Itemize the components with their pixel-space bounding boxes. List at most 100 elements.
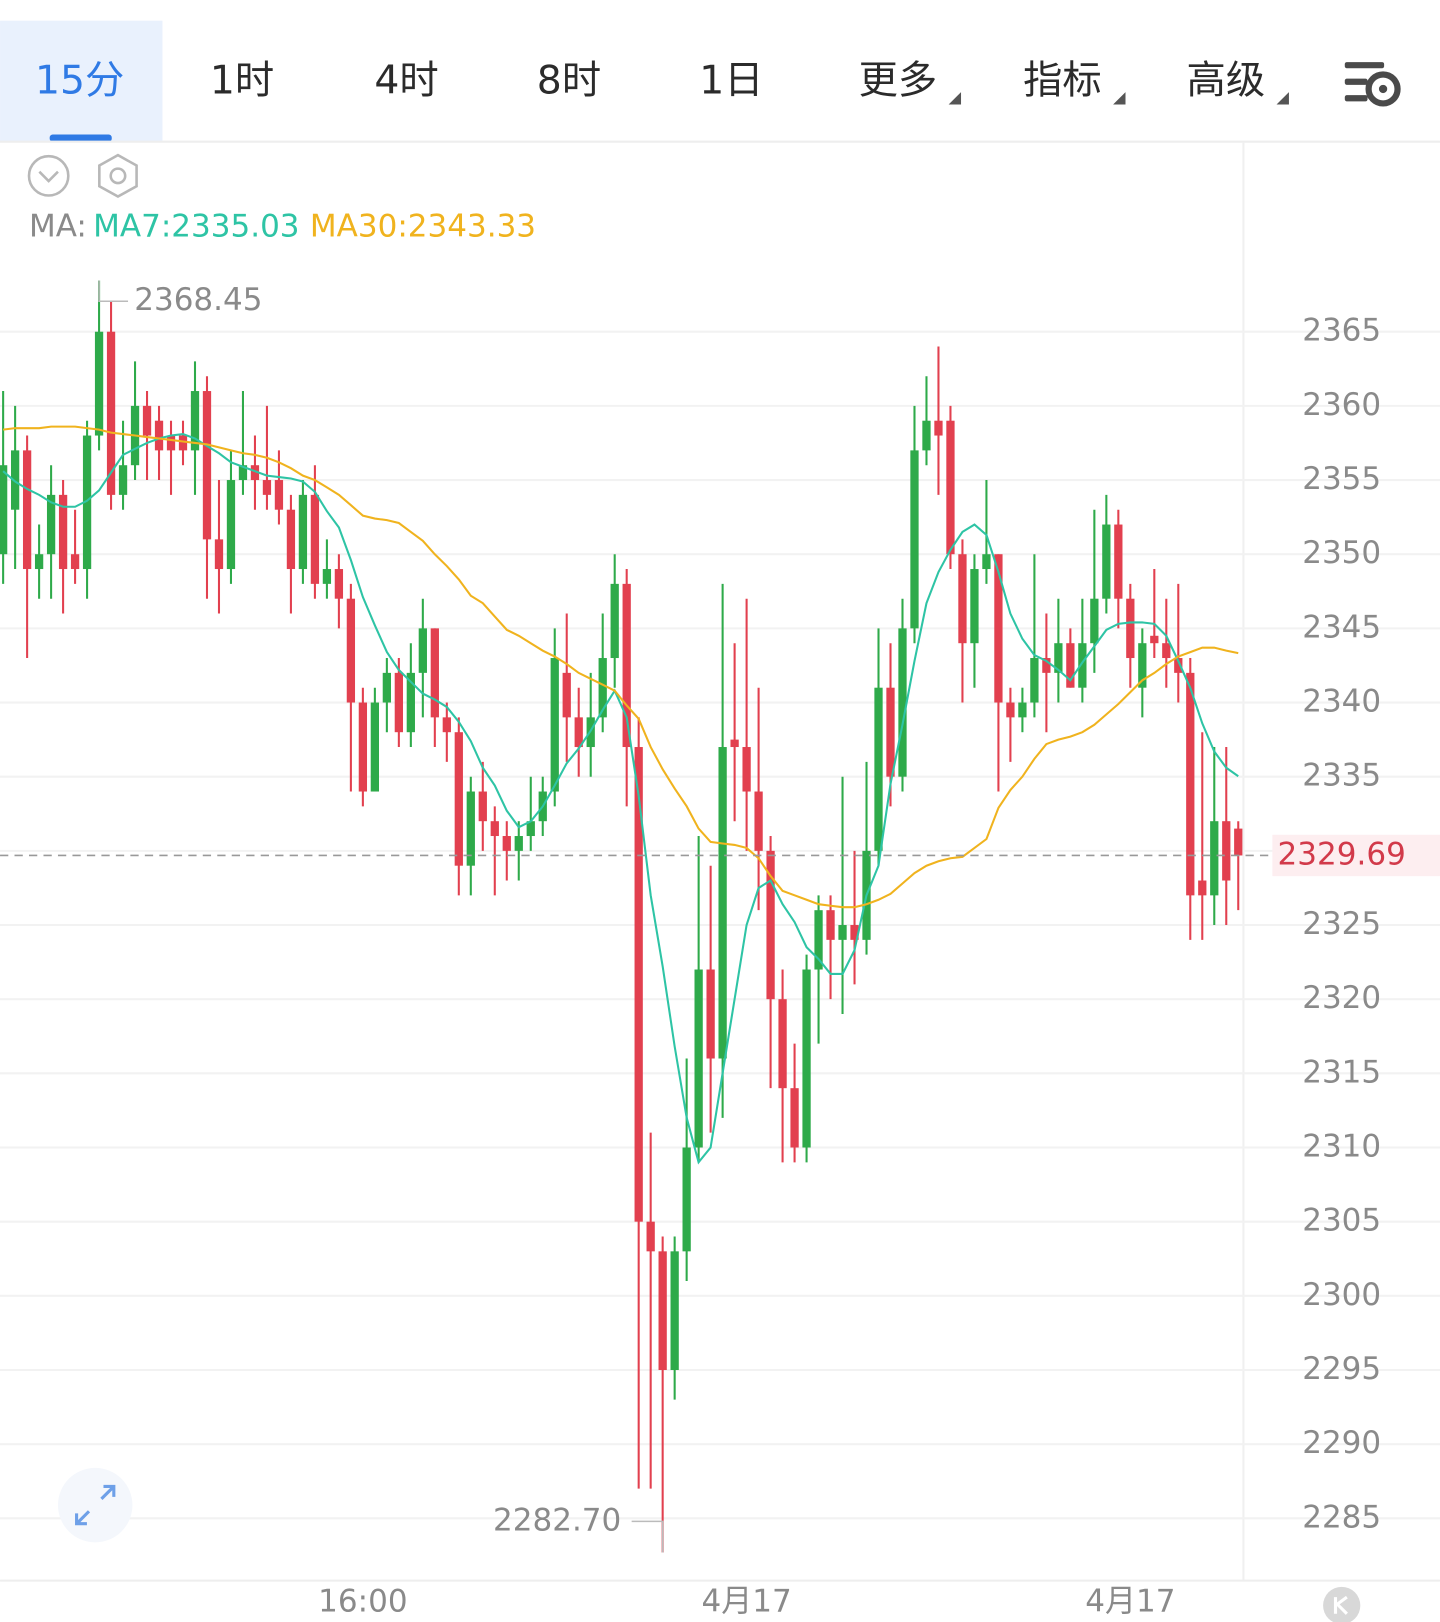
candle-body: [286, 509, 296, 570]
tab-bar: 15分 1时 4时 8时 1日 更多 指标 高级: [0, 20, 1440, 143]
y-tick-label: 2285: [1302, 1499, 1381, 1535]
candle-body: [190, 391, 200, 451]
candle-body: [10, 450, 20, 510]
candle-body: [214, 539, 224, 570]
expand-button[interactable]: [57, 1467, 133, 1543]
candle-body: [238, 465, 248, 481]
min-marker-label: 2282.70: [493, 1502, 621, 1538]
tab-label[interactable]: 指标: [1023, 58, 1102, 103]
candle-body: [910, 450, 919, 629]
tab-label[interactable]: 高级: [1187, 58, 1266, 103]
min-marker-line: [631, 1520, 664, 1553]
candle-body: [310, 494, 320, 584]
x-tick-label: 16:00: [318, 1583, 407, 1619]
candle-body: [490, 821, 499, 837]
last-price-label: 2329.69: [1278, 836, 1406, 872]
candle-body: [526, 821, 535, 837]
y-tick-label: 2350: [1302, 535, 1381, 571]
candle-body: [742, 747, 751, 792]
candle-body: [442, 717, 451, 733]
settings-hex-dot: [109, 167, 127, 185]
candle-body: [1090, 598, 1099, 644]
candle-body: [106, 331, 116, 495]
candle-body: [1198, 880, 1207, 896]
dropdown-arrow: [948, 92, 962, 105]
y-tick-label: 2340: [1302, 684, 1381, 720]
candle-body: [562, 672, 571, 718]
candle-body: [1042, 658, 1051, 673]
max-marker-line: [98, 280, 129, 303]
candle-body: [778, 999, 787, 1089]
tab-label[interactable]: 15分: [35, 58, 124, 103]
candle-body: [454, 732, 463, 866]
candle-body: [1210, 821, 1219, 896]
candle-body: [1102, 524, 1111, 599]
candle-body: [502, 836, 511, 851]
candle-body: [262, 480, 272, 495]
candle-body: [790, 1088, 799, 1148]
candle-body: [0, 465, 8, 555]
y-tick-label: 2355: [1302, 461, 1381, 497]
candle-body: [166, 435, 176, 451]
candle-body: [886, 687, 895, 777]
candle-body: [46, 494, 56, 555]
collapse-icon[interactable]: [27, 154, 70, 197]
candle-body: [406, 672, 415, 733]
candle-body: [1138, 643, 1147, 688]
candle-body: [1174, 658, 1183, 673]
candle-body: [838, 925, 847, 940]
active-tab-bg: [0, 20, 163, 142]
candle-body: [346, 598, 356, 703]
candle-body: [1054, 643, 1063, 673]
candle-body: [814, 910, 823, 970]
x-tick-label: 4月17: [1085, 1583, 1175, 1619]
candle-body: [358, 702, 368, 792]
candle-body: [142, 405, 152, 436]
candle-body: [58, 494, 68, 570]
y-tick-label: 2365: [1302, 313, 1381, 349]
candle-body: [1078, 643, 1087, 688]
settings-hex-icon[interactable]: [98, 153, 138, 199]
tab-label[interactable]: 4时: [374, 58, 438, 103]
ma-line: [3, 425, 1239, 909]
candle-body: [178, 435, 188, 451]
candle-body: [118, 465, 128, 495]
y-tick-label: 2360: [1302, 387, 1381, 423]
tab-label[interactable]: 更多: [859, 58, 938, 103]
candle-body: [718, 747, 727, 1059]
candle-body: [550, 658, 559, 792]
candle-body: [694, 969, 703, 1148]
collapse-arrow: [38, 170, 59, 183]
candle-body: [1006, 702, 1015, 718]
candle-body: [430, 628, 439, 718]
candle-body: [994, 554, 1003, 703]
candle-body: [898, 628, 907, 777]
candle-body: [1018, 702, 1027, 718]
tab-label[interactable]: 8时: [537, 58, 601, 103]
last-price-bg: [1272, 834, 1440, 877]
settings-icon[interactable]: [1344, 62, 1401, 107]
expand-icon: [75, 1484, 116, 1526]
tab-label[interactable]: 1日: [699, 58, 763, 103]
candle-body: [82, 435, 92, 570]
candle-body: [478, 791, 487, 822]
candle-body: [154, 420, 164, 451]
active-tab-underline: [49, 134, 112, 142]
candle-body: [658, 1251, 667, 1370]
candle-body: [334, 569, 344, 599]
candle-body: [1066, 643, 1075, 688]
candle-body: [970, 569, 979, 644]
candle-body: [22, 450, 32, 570]
candle-body: [298, 494, 308, 570]
candle-body: [94, 331, 104, 436]
y-tick-label: 2290: [1302, 1425, 1381, 1461]
y-tick-label: 2320: [1302, 980, 1381, 1016]
tab-label[interactable]: 1时: [210, 58, 274, 103]
candle-body: [946, 420, 955, 555]
candle-body: [394, 672, 403, 733]
candle-body: [982, 554, 991, 570]
candle-body: [730, 739, 739, 748]
candle-body: [34, 554, 44, 570]
candle-body: [1126, 598, 1135, 659]
